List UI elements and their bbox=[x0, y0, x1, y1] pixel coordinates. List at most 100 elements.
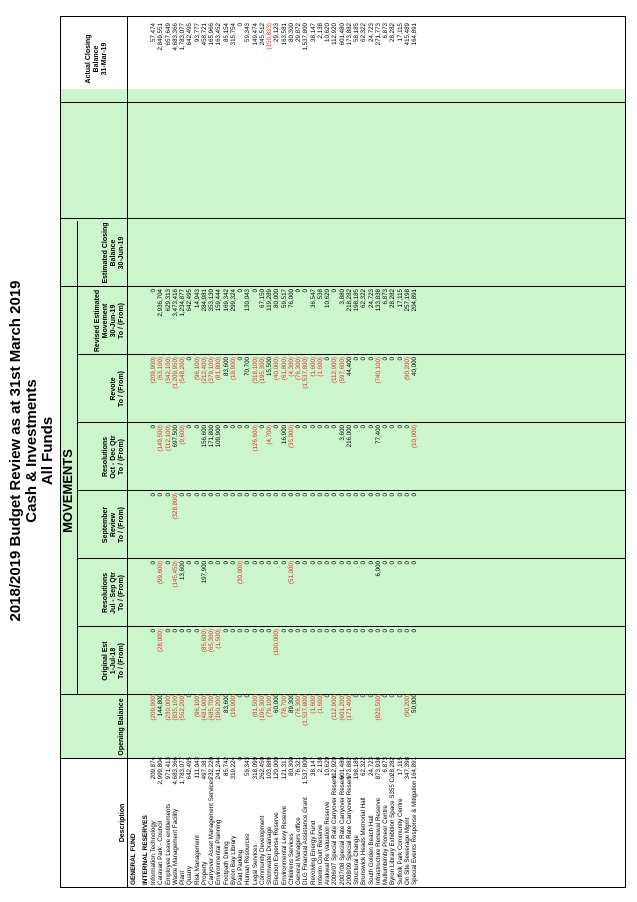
actual-closing-cell: 458,721 bbox=[200, 23, 208, 46]
revote-header: Revote To / (From) bbox=[110, 370, 125, 408]
revote-cell: 77,400 bbox=[374, 425, 382, 444]
res-oct-dec-cell: 0 bbox=[324, 493, 331, 497]
revote-cell: 16,900 bbox=[280, 425, 288, 444]
sept-review-cell: 0 bbox=[411, 561, 418, 565]
table-row: Environmental Levy Reserve 121,317 (78,700… bbox=[281, 17, 288, 887]
res-oct-dec-cell: 0 bbox=[150, 493, 157, 497]
res-oct-dec-cell: 0 bbox=[316, 493, 324, 497]
sept-review-cell: 0 bbox=[266, 561, 273, 565]
res-jul-sep-cell: 0 bbox=[287, 629, 295, 633]
revote-cell: 0 bbox=[295, 425, 302, 429]
actual-closing-cell: 38,147 bbox=[309, 23, 317, 42]
res-oct-dec-cell: 0 bbox=[411, 493, 418, 497]
est-closing-cell: 0 bbox=[295, 289, 302, 293]
opening-balance-cell: 1,783,077 bbox=[179, 757, 186, 785]
est-closing-cell: 24,723 bbox=[367, 289, 375, 308]
res-jul-sep-cell: 0 bbox=[367, 629, 375, 633]
table-row: Byron Bay Library 319,224 (19,900) 0 0 0 0 (19,… bbox=[230, 17, 237, 887]
revote-cell: 0 bbox=[258, 425, 266, 429]
description-cell: Legal Services bbox=[251, 844, 259, 885]
opening-balance-cell: 10,620 bbox=[324, 757, 331, 776]
actual-closing-cell: 4,683,366 bbox=[171, 23, 179, 51]
res-jul-sep-cell: 0 bbox=[222, 629, 230, 633]
original-est-cell: 83,600 bbox=[222, 694, 230, 713]
revised-est-cell: 0 bbox=[382, 357, 389, 361]
opening-balance-cell: 971,413 bbox=[164, 757, 172, 780]
actual-closing-cell: 271,773 bbox=[374, 23, 382, 46]
revised-est-cell: 70,700 bbox=[244, 357, 252, 376]
sept-review-cell: 197,900 bbox=[200, 561, 208, 584]
opening-balance-cell: 121,317 bbox=[280, 757, 288, 780]
opening-balance-cell: 318,099 bbox=[251, 757, 259, 780]
budget-table: MOVEMENTS Description Opening Balance Or… bbox=[60, 16, 626, 888]
revised-est-cell: (379,100) bbox=[208, 357, 215, 384]
revised-est-cell: 83,600 bbox=[222, 357, 230, 376]
opening-balance-cell: 642,495 bbox=[186, 757, 194, 780]
res-oct-dec-cell: 0 bbox=[179, 493, 186, 497]
res-oct-dec-cell: 0 bbox=[302, 493, 310, 497]
est-closing-cell: 538 bbox=[316, 289, 324, 300]
est-closing-cell: 218,282 bbox=[345, 289, 353, 312]
revote-cell: 156,600 bbox=[200, 425, 208, 448]
description-cell: Revolving Energy Fund bbox=[309, 820, 317, 885]
actual-closing-cell: 80,300 bbox=[287, 23, 295, 42]
original-est-cell: 144,800 bbox=[157, 694, 165, 717]
table-row: Revolving Energy Fund 38,147 (1,600) 0 0 0 0 (1… bbox=[310, 17, 317, 887]
table-row: Community Development 262,450 (195,300) 0 0 0… bbox=[259, 17, 266, 887]
original-est-cell: 60,000 bbox=[273, 694, 281, 713]
description-cell: Infrastructure Renewal Reserve bbox=[374, 797, 382, 885]
est-closing-cell: 353,130 bbox=[208, 289, 215, 312]
revote-cell: (4,700) bbox=[266, 425, 273, 445]
res-oct-dec-cell: 0 bbox=[229, 493, 237, 497]
opening-balance-cell: 497,381 bbox=[200, 757, 208, 780]
sept-review-cell: (145,450) bbox=[171, 561, 179, 588]
description-cell: DLG Financial Assistance Grant bbox=[302, 797, 310, 885]
res-jul-sep-cell: 0 bbox=[244, 629, 252, 633]
opening-balance-cell: 0 bbox=[237, 757, 244, 761]
sept-review-cell: 0 bbox=[353, 561, 360, 565]
revised-est-cell: (96,100) bbox=[193, 357, 201, 381]
res-jul-sep-cell: 0 bbox=[374, 629, 382, 633]
res-jul-sep-cell: 0 bbox=[251, 629, 259, 633]
original-est-cell: 0 bbox=[396, 694, 404, 698]
revised-est-cell: 0 bbox=[237, 357, 244, 361]
original-est-cell: (81,500) bbox=[251, 694, 259, 718]
original-est-cell: 0 bbox=[186, 694, 194, 698]
res-jul-sep-cell: 0 bbox=[389, 629, 397, 633]
actual-closing-cell: 1,537,800 bbox=[302, 23, 310, 51]
opening-balance-cell: 319,224 bbox=[229, 757, 237, 780]
table-row: Waste Management Facility 4,683,366 (835,1… bbox=[172, 17, 179, 887]
opening-balance-cell: 4,683,366 bbox=[171, 757, 179, 785]
res-jul-sep-cell: 0 bbox=[258, 629, 266, 633]
actual-closing-cell: 642,495 bbox=[186, 23, 194, 46]
revised-est-cell: (548,200) bbox=[179, 357, 186, 384]
actual-closing-cell: 29,123 bbox=[273, 23, 281, 42]
est-closing-cell: 76,000 bbox=[287, 289, 295, 308]
est-closing-cell: 10,620 bbox=[324, 289, 331, 308]
res-oct-dec-cell: 0 bbox=[200, 493, 208, 497]
opening-balance-cell: 601,480 bbox=[338, 757, 346, 780]
actual-closing-cell: 10,620 bbox=[324, 23, 331, 42]
table-row: Stormwater Drainage 103,889 (79,100) 0 0 0 (4,… bbox=[266, 17, 273, 887]
revised-est-cell: 40,000 bbox=[411, 357, 418, 376]
description-cell: Information Technology bbox=[150, 821, 157, 885]
res-oct-dec-cell: 0 bbox=[360, 493, 368, 497]
revised-est-header: Revised Estimated Movement 30-Jun-19 To / (… bbox=[94, 289, 125, 353]
original-est-cell: 50,000 bbox=[411, 694, 418, 713]
res-oct-dec-cell: 0 bbox=[403, 493, 411, 497]
revote-cell: 216,000 bbox=[345, 425, 353, 448]
opening-balance-cell: 76,321 bbox=[295, 757, 302, 776]
description-cell: 2007/08 Special Rate Carryover Reserve bbox=[338, 775, 346, 885]
original-est-cell: (230,000) bbox=[164, 694, 172, 721]
actual-closing-cell: 415,489 bbox=[403, 23, 411, 46]
res-jul-sep-cell: 0 bbox=[229, 629, 237, 633]
res-oct-dec-cell: 0 bbox=[374, 493, 382, 497]
original-est-cell: (190,200) bbox=[215, 694, 223, 721]
res-oct-dec-cell: 0 bbox=[280, 493, 288, 497]
table-row: Human Resources 59,343 0 0 0 0 0 70,700 130,043 5… bbox=[244, 17, 251, 887]
actual-closing-cell: 24,723 bbox=[367, 23, 375, 42]
report-titles: 2018/2019 Budget Review as at 31st March… bbox=[7, 0, 56, 902]
original-est-cell: 0 bbox=[382, 694, 389, 698]
sept-review-cell: 0 bbox=[150, 561, 157, 565]
sept-review-cell: 0 bbox=[258, 561, 266, 565]
